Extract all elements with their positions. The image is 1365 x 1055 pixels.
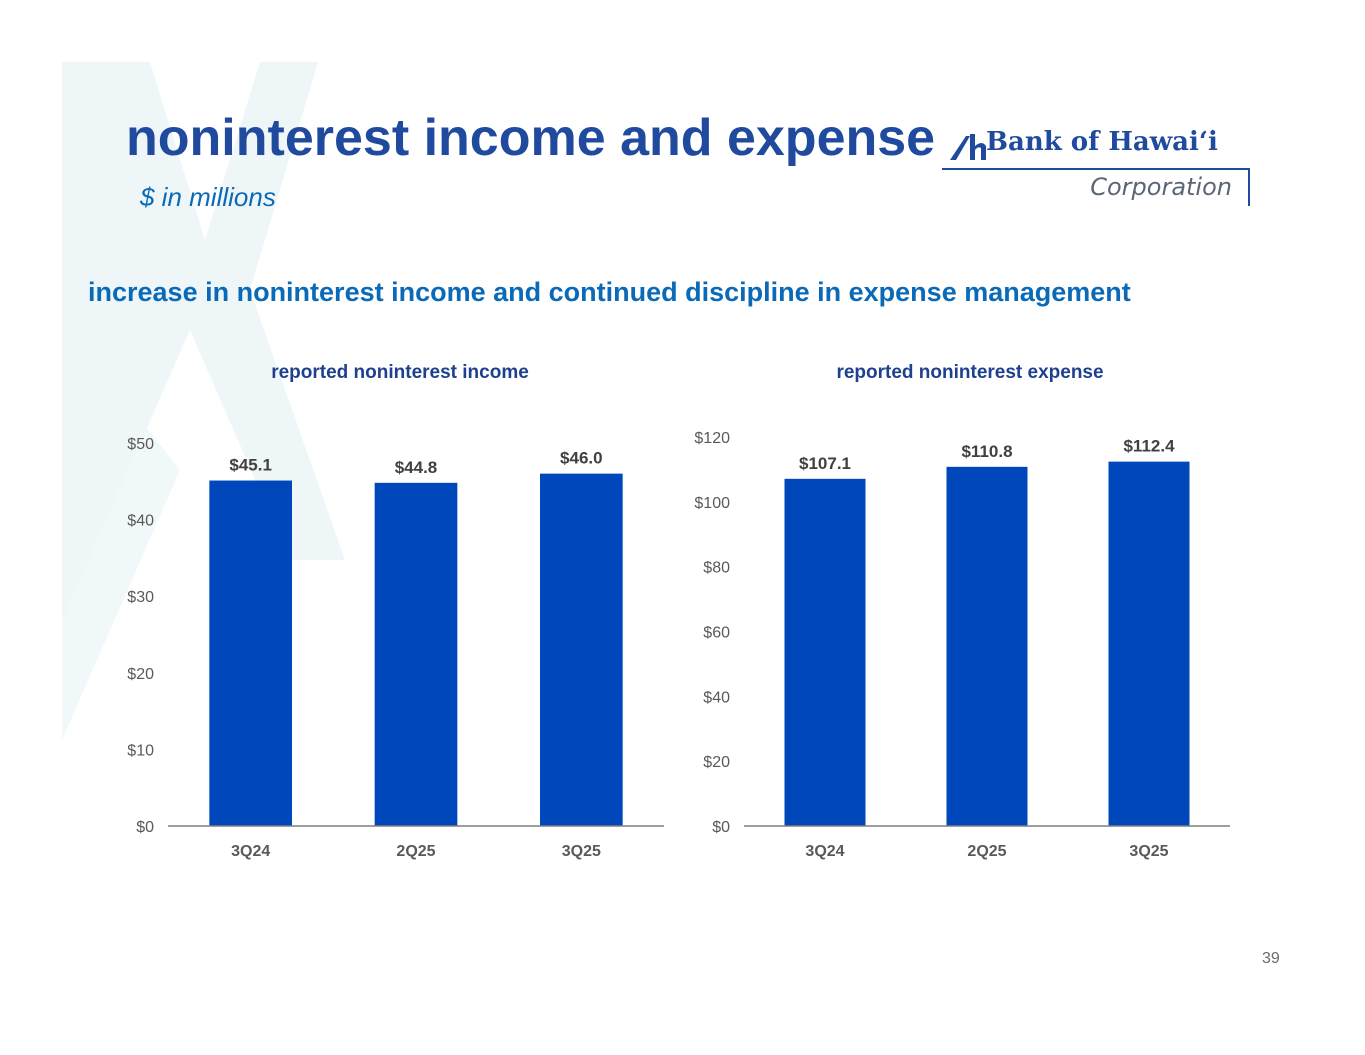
bar: [540, 473, 623, 826]
y-tick-label: $50: [127, 436, 154, 453]
y-tick-label: $40: [127, 513, 154, 530]
bar: [946, 466, 1028, 826]
company-logo: Bank of Hawai‘i Corporation: [940, 112, 1260, 212]
chart-title: reported noninterest income: [271, 362, 529, 383]
bar: [784, 478, 866, 826]
y-tick-label: $20: [703, 754, 730, 771]
expense-chart: reported noninterest expense $0 $20 $40 $60…: [680, 355, 1260, 875]
income-chart: reported noninterest income $0 $10 $20 $30 $…: [110, 355, 690, 875]
logo-subtitle: Corporation: [1090, 173, 1232, 201]
data-label: $107.1: [799, 454, 851, 473]
y-tick-label: $0: [712, 819, 730, 836]
x-tick-label: 3Q25: [562, 843, 601, 860]
y-tick-label: $120: [694, 430, 730, 447]
bar: [1108, 461, 1190, 826]
data-label: $110.8: [961, 442, 1012, 461]
x-tick-label: 3Q24: [231, 843, 270, 860]
bar: [374, 482, 458, 826]
expense-chart-plot: $0 $20 $40 $60 $80 $100 $120 $107.1 3Q24 $110.8 2Q…: [694, 430, 1230, 860]
x-tick-label: 3Q25: [1129, 843, 1168, 860]
data-label: $112.4: [1123, 437, 1175, 456]
data-label: $45.1: [229, 456, 272, 475]
data-label: $44.8: [395, 458, 438, 477]
background-watermark: [62, 62, 345, 740]
bar: [209, 480, 292, 826]
x-tick-label: 2Q25: [396, 843, 435, 860]
chart-title: reported noninterest expense: [836, 362, 1104, 383]
page-number: 39: [1262, 950, 1280, 967]
logo-name: Bank of Hawai‘i: [986, 127, 1218, 157]
y-tick-label: $60: [703, 625, 730, 642]
logo-mark-icon: [950, 134, 986, 160]
headline: increase in noninterest income and conti…: [88, 277, 1131, 307]
x-tick-label: 2Q25: [967, 843, 1006, 860]
y-tick-label: $20: [127, 666, 154, 683]
y-tick-label: $0: [136, 819, 154, 836]
y-tick-label: $30: [127, 589, 154, 606]
logo-divider-tick: [1248, 168, 1250, 206]
page-title: noninterest income and expense: [126, 109, 936, 167]
units-note: $ in millions: [140, 182, 276, 212]
y-tick-label: $10: [127, 742, 154, 759]
y-tick-label: $100: [694, 495, 730, 512]
y-tick-label: $40: [703, 689, 730, 706]
y-tick-label: $80: [703, 560, 730, 577]
data-label: $46.0: [560, 449, 603, 468]
logo-divider: [942, 168, 1250, 170]
income-chart-plot: $0 $10 $20 $30 $40 $50 $45.1 3Q24 $44.8 2Q25 $46.0…: [127, 436, 664, 860]
x-tick-label: 3Q24: [805, 843, 844, 860]
